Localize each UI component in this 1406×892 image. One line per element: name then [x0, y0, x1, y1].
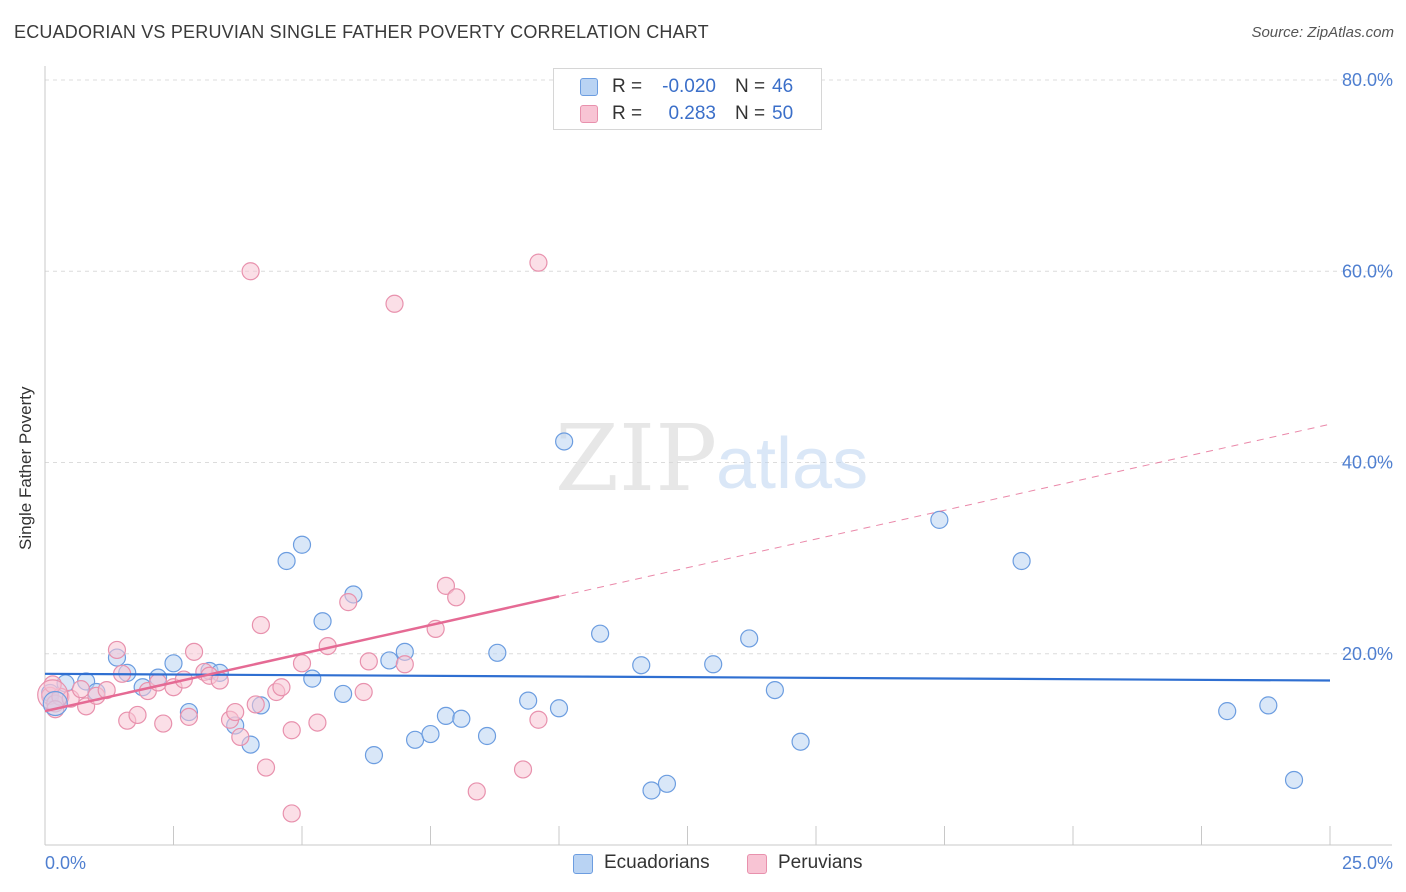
legend-n-value: 46	[772, 76, 794, 97]
trend-lines	[44, 423, 1331, 713]
source-label: Source: ZipAtlas.com	[1251, 24, 1394, 41]
ecuadorian-point	[380, 651, 399, 670]
ecuadorian-point	[642, 781, 661, 800]
peruvian-point	[447, 588, 466, 607]
tick-labels: 20.0% 40.0% 60.0% 80.0% 0.0% 25.0%	[45, 70, 1393, 873]
data-points	[37, 253, 1304, 823]
peruvian-point	[71, 680, 91, 699]
x-tick-label: 0.0%	[45, 853, 86, 873]
legend-n-label: N =	[735, 76, 766, 97]
peruvian-point	[251, 615, 270, 635]
bottom-legend-label: Peruvians	[778, 852, 863, 873]
y-tick-label: 60.0%	[1342, 261, 1393, 281]
ecuadorian-point	[704, 655, 723, 674]
legend-r-label: R =	[612, 103, 643, 124]
bottom-legend-swatch-pink	[747, 854, 767, 874]
ecuadorian-point	[277, 551, 296, 571]
peruvian-point	[184, 642, 204, 661]
peruvian-point	[256, 758, 276, 777]
peruvian-point	[226, 702, 245, 722]
ecuadorian-point	[549, 699, 569, 718]
y-tick-label: 20.0%	[1342, 644, 1393, 664]
ecuadorian-point	[405, 730, 425, 749]
ecuadorian-point	[303, 669, 322, 688]
legend-n-value: 50	[772, 103, 794, 124]
legend-r-value: -0.020	[662, 76, 716, 97]
chart-title: ECUADORIAN VS PERUVIAN SINGLE FATHER POV…	[14, 22, 709, 42]
ecuadorian-point	[1218, 702, 1237, 721]
ecuadorian-point	[364, 746, 384, 765]
ecuadorian-point	[1012, 551, 1031, 571]
peruvian-point	[436, 576, 456, 595]
peruvian-trend-line-dashed	[558, 423, 1331, 597]
y-axis-label: Single Father Poverty	[16, 386, 35, 550]
peruvian-point	[339, 593, 358, 612]
ecuadorian-point	[313, 612, 332, 631]
peruvian-point	[529, 710, 548, 729]
ecuadorian-point	[657, 774, 677, 793]
peruvian-point	[513, 760, 533, 779]
peruvian-point	[308, 713, 327, 732]
peruvian-point	[354, 682, 373, 702]
ecuadorian-point	[765, 680, 784, 700]
ecuadorian-point	[1259, 696, 1278, 715]
bottom-legend-swatch-blue	[573, 854, 593, 874]
peruvian-point	[179, 707, 199, 726]
ecuadorian-trend-line	[44, 672, 1331, 682]
gridlines	[45, 79, 1392, 655]
peruvian-point	[292, 654, 312, 673]
peruvian-point	[395, 655, 414, 674]
watermark-atlas: atlas	[716, 424, 868, 504]
ecuadorian-point	[452, 709, 471, 728]
peruvian-point	[272, 678, 291, 697]
axes	[44, 66, 1392, 846]
peruvian-point	[231, 727, 250, 747]
ecuadorian-point	[436, 706, 456, 726]
legend-swatch-pink	[580, 105, 598, 123]
peruvian-point	[282, 721, 301, 740]
y-tick-label: 40.0%	[1342, 453, 1393, 473]
legend-n-label: N =	[735, 103, 766, 124]
peruvian-point	[241, 262, 260, 281]
legend-swatch-blue	[580, 78, 598, 96]
ecuadorian-point	[477, 726, 497, 746]
ecuadorian-point	[791, 732, 810, 751]
peruvian-point	[107, 640, 127, 660]
y-tick-label: 80.0%	[1342, 70, 1393, 90]
peruvian-point	[154, 714, 173, 733]
ecuadorian-point	[488, 643, 507, 662]
bottom-legend-label: Ecuadorians	[604, 852, 710, 873]
legend-row-ecuadorians: R = -0.020 N = 46	[554, 74, 823, 100]
peruvian-point	[128, 705, 147, 725]
legend-r-value: 0.283	[668, 103, 716, 124]
legend-row-peruvians: R = 0.283 N = 50	[554, 101, 823, 127]
x-tick-label: 25.0%	[1342, 853, 1393, 873]
ecuadorian-point	[930, 510, 949, 529]
ecuadorian-point	[421, 724, 440, 744]
peruvian-point	[282, 804, 301, 823]
peruvian-point	[467, 782, 486, 801]
peruvian-point	[385, 294, 404, 313]
peruvian-point	[246, 695, 265, 714]
watermark-zip: ZIP	[555, 405, 717, 512]
ecuadorian-point	[164, 654, 183, 673]
peruvian-trend-line	[44, 595, 560, 713]
peruvian-point	[359, 652, 378, 671]
ecuadorian-point	[740, 629, 759, 648]
ecuadorian-point	[334, 684, 353, 704]
watermark: ZIP atlas	[555, 405, 868, 512]
ecuadorian-point	[632, 656, 651, 675]
peruvian-point	[529, 253, 548, 272]
ecuadorian-point	[292, 535, 312, 554]
correlation-legend: R = -0.020 N = 46 R = 0.283 N = 50	[553, 68, 822, 130]
ecuadorian-point	[591, 624, 610, 643]
legend-r-label: R =	[612, 76, 643, 97]
ecuadorian-point	[1284, 770, 1304, 790]
ecuadorian-point	[555, 432, 574, 451]
ecuadorian-point	[519, 691, 538, 710]
